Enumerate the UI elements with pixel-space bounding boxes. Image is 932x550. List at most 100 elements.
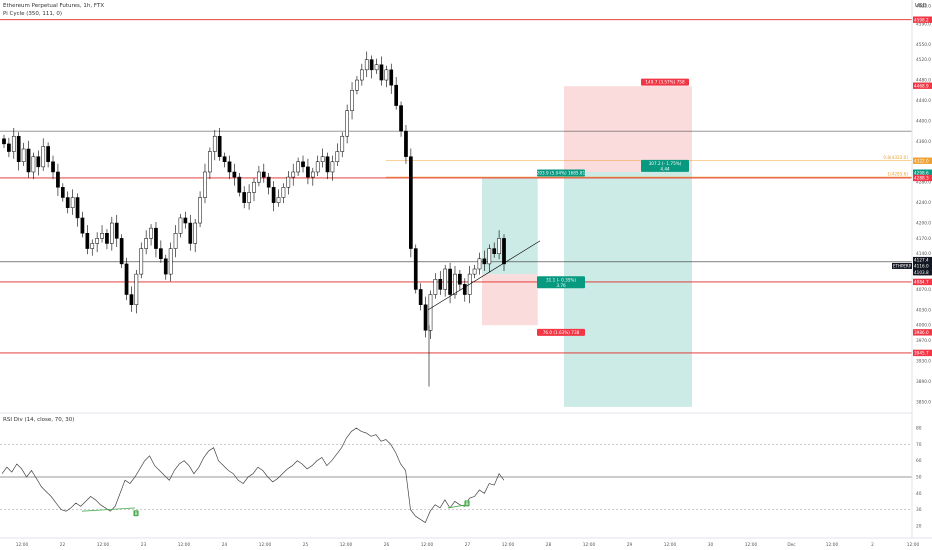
candle-body [330, 161, 335, 173]
candle [301, 155, 305, 173]
candle [222, 152, 227, 168]
price-tick-label: 4280.0 [916, 180, 931, 186]
candle [266, 172, 271, 195]
candle-body [276, 197, 281, 203]
candle-body [46, 146, 50, 163]
candle-body [36, 156, 41, 168]
candle [139, 242, 144, 279]
time-tick-label: 12:00 [421, 542, 434, 548]
candle [7, 137, 11, 158]
candle [60, 183, 65, 202]
candle-body [134, 273, 139, 306]
candle-body [41, 146, 46, 168]
price-tick-label: 4440.0 [916, 98, 931, 104]
candle [144, 230, 149, 255]
rsi-tick-label: 20 [916, 523, 922, 529]
price-axis-badge-text: 4127.4 [914, 258, 929, 263]
time-tick-label: 12:00 [907, 542, 920, 548]
candle [315, 155, 320, 177]
candle [286, 170, 291, 195]
candle [477, 252, 482, 275]
price-tick-label: 4170.0 [916, 236, 931, 242]
candle-body [399, 105, 403, 132]
time-tick-label: 12:00 [97, 542, 110, 548]
candle-body [7, 143, 11, 152]
price-tick-label: 4200.0 [916, 221, 931, 227]
candle-body [433, 278, 438, 295]
candle-body [198, 197, 202, 224]
candle-body [173, 233, 178, 249]
candle [242, 186, 247, 209]
candle [374, 58, 379, 74]
price-tick-label: 4360.0 [916, 139, 931, 145]
price-axis-badge-text: 4116.0 [914, 264, 929, 269]
price-tick-label: 3850.0 [916, 399, 931, 405]
candle [384, 65, 389, 88]
time-tick-label: 25 [303, 542, 309, 548]
candle-body [212, 135, 217, 152]
candle [394, 76, 399, 110]
candle [114, 214, 119, 248]
price-tick-label: 4550.0 [916, 42, 931, 48]
candle [330, 155, 335, 181]
candle [350, 82, 354, 120]
candle [119, 234, 124, 268]
candle-body [119, 238, 124, 265]
candle-body [320, 156, 325, 163]
candle-body [335, 151, 340, 163]
candle [100, 225, 104, 243]
candle-body [90, 243, 95, 249]
candle [296, 157, 300, 177]
candle [227, 155, 232, 180]
candle [409, 148, 413, 258]
price-axis-badge-text: 3945.7 [914, 351, 929, 356]
rsi-indicator-label: RSI Div (14, close, 70, 30) [3, 417, 75, 423]
candle [261, 163, 266, 183]
candle [203, 163, 207, 204]
candle-body [95, 238, 99, 244]
price-tick-label: 3970.0 [916, 338, 931, 344]
candle [433, 273, 438, 299]
candle [359, 63, 364, 86]
time-tick-label: 29 [627, 542, 633, 548]
divergence-tag [133, 510, 139, 517]
candle-body [477, 258, 482, 270]
candle [413, 244, 418, 294]
candle [26, 140, 31, 178]
candle [31, 152, 36, 180]
price-axis-badge-text: 4468.9 [914, 83, 929, 88]
long-stop-tag-text: 76.0 (1.63%) 738 [543, 330, 580, 335]
rsi-panel: BB [0, 427, 912, 524]
candle [105, 229, 109, 250]
candle-body [413, 248, 418, 290]
candle-body [340, 135, 345, 152]
candle [237, 172, 242, 197]
candle-body [423, 304, 428, 331]
candle [90, 239, 95, 256]
rsi-line [1, 427, 505, 524]
candle [129, 286, 134, 312]
candle-body [310, 171, 315, 178]
candle-body [374, 64, 379, 71]
candle-body [75, 197, 80, 219]
candle-body [409, 156, 413, 249]
candle-body [438, 278, 443, 290]
candle [335, 143, 340, 166]
price-tick-label: 4625.0 [916, 4, 931, 10]
candle [320, 148, 325, 168]
candle-body [257, 171, 261, 183]
candle-body [345, 110, 349, 137]
candle-body [306, 166, 310, 178]
price-tick-label: 4480.0 [916, 78, 931, 84]
rsi-tick-label: 70 [916, 442, 922, 448]
candle [11, 128, 16, 159]
candle [2, 134, 6, 148]
candle-body [21, 148, 26, 163]
candle [70, 189, 75, 215]
candle [345, 104, 349, 144]
candle-body [472, 268, 477, 275]
divergence-tag [464, 500, 470, 507]
candle [325, 152, 330, 180]
candle-body [237, 176, 242, 193]
